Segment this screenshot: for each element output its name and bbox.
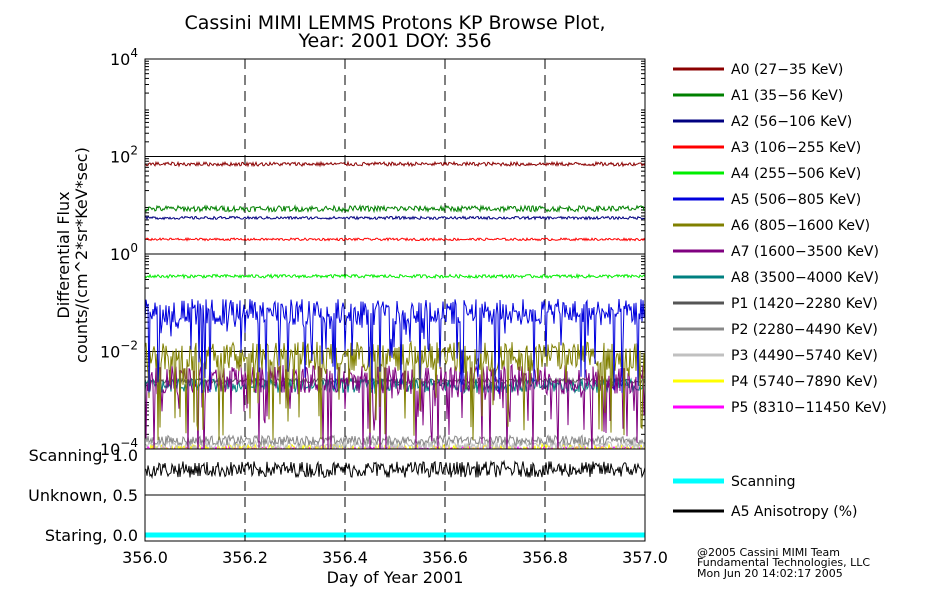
mode-ytick-label: Staring, 0.0	[45, 526, 138, 545]
legend-label: A1 (35−56 KeV)	[731, 88, 843, 104]
y-axis-label-line2: counts/(cm^2*sr*KeV*sec)	[72, 147, 91, 363]
legend: A0 (27−35 KeV) A1 (35−56 KeV) A2 (56−106 K…	[673, 62, 887, 520]
x-tick-label: 356.6	[422, 548, 468, 567]
flux-ytick-label: 10−4	[100, 436, 138, 459]
series-line-p2	[145, 433, 645, 447]
flux-ytick-label: 10−2	[100, 339, 138, 362]
legend-label: P5 (8310−11450 KeV)	[731, 400, 887, 416]
footer-line-3: Mon Jun 20 14:02:17 2005	[697, 567, 843, 580]
series-line-a1	[145, 204, 645, 214]
series-line-a6	[145, 340, 645, 441]
legend-label: A3 (106−255 KeV)	[731, 140, 861, 156]
legend-label: A4 (255−506 KeV)	[731, 166, 861, 182]
flux-series	[145, 160, 645, 449]
series-line-anisotropy	[145, 459, 645, 480]
mode-series	[145, 459, 645, 538]
legend-label: A2 (56−106 KeV)	[731, 114, 852, 130]
legend-label: A7 (1600−3500 KeV)	[731, 244, 879, 260]
series-line-a4	[145, 272, 645, 280]
mode-ytick-label: Unknown, 0.5	[28, 486, 138, 505]
legend-label: A8 (3500−4000 KeV)	[731, 270, 879, 286]
legend-label: P3 (4490−5740 KeV)	[731, 348, 878, 364]
chart-title-line2: Year: 2001 DOY: 356	[297, 30, 491, 52]
footer-credits: @2005 Cassini MIMI Team Fundamental Tech…	[697, 546, 870, 580]
legend-label: A5 Anisotropy (%)	[731, 504, 858, 520]
flux-yticks: 104 102 100 10−2 10−4	[100, 46, 138, 459]
series-line-p3	[145, 438, 645, 449]
series-line-a8	[145, 376, 645, 395]
legend-label: P4 (5740−7890 KeV)	[731, 374, 878, 390]
x-axis-ticks: 356.0 356.2 356.4 356.6 356.8 357.0	[122, 535, 668, 567]
series-line-a5	[145, 298, 645, 394]
series-line-a0	[145, 160, 645, 168]
mode-frame	[144, 448, 646, 542]
x-tick-label: 356.8	[522, 548, 568, 567]
flux-ytick-label: 104	[110, 46, 138, 69]
x-tick-label: 357.0	[622, 548, 668, 567]
mode-grid	[145, 449, 645, 541]
mode-panel: Scanning, 1.0 Unknown, 0.5 Staring, 0.0	[28, 446, 646, 545]
footer-line-2: Fundamental Technologies, LLC	[697, 556, 870, 569]
x-tick-label: 356.4	[322, 548, 368, 567]
mode-ytick-label: Scanning, 1.0	[29, 446, 138, 465]
legend-label: A5 (506−805 KeV)	[731, 192, 861, 208]
series-line-a2	[145, 215, 645, 221]
x-tick-label: 356.0	[122, 548, 168, 567]
y-axis-label-line1: Differential Flux	[54, 191, 73, 318]
x-axis-label: Day of Year 2001	[327, 568, 464, 587]
legend-label: P2 (2280−4490 KeV)	[731, 322, 878, 338]
series-line-a3	[145, 236, 645, 242]
mode-ylabels: Scanning, 1.0 Unknown, 0.5 Staring, 0.0	[28, 446, 138, 545]
flux-ytick-label: 102	[110, 144, 138, 167]
flux-ytick-label: 100	[110, 241, 138, 264]
legend-label: Scanning	[731, 474, 796, 490]
chart-title-line1: Cassini MIMI LEMMS Protons KP Browse Plo…	[184, 12, 605, 34]
legend-label: P1 (1420−2280 KeV)	[731, 296, 878, 312]
legend-label: A6 (805−1600 KeV)	[731, 218, 870, 234]
x-tick-label: 356.2	[222, 548, 268, 567]
series-line-a7	[145, 363, 645, 449]
footer-line-1: @2005 Cassini MIMI Team	[697, 546, 840, 559]
flux-panel: 104 102 100 10−2 10−4 Differential Flux coun…	[54, 46, 646, 459]
legend-label: A0 (27−35 KeV)	[731, 62, 843, 78]
